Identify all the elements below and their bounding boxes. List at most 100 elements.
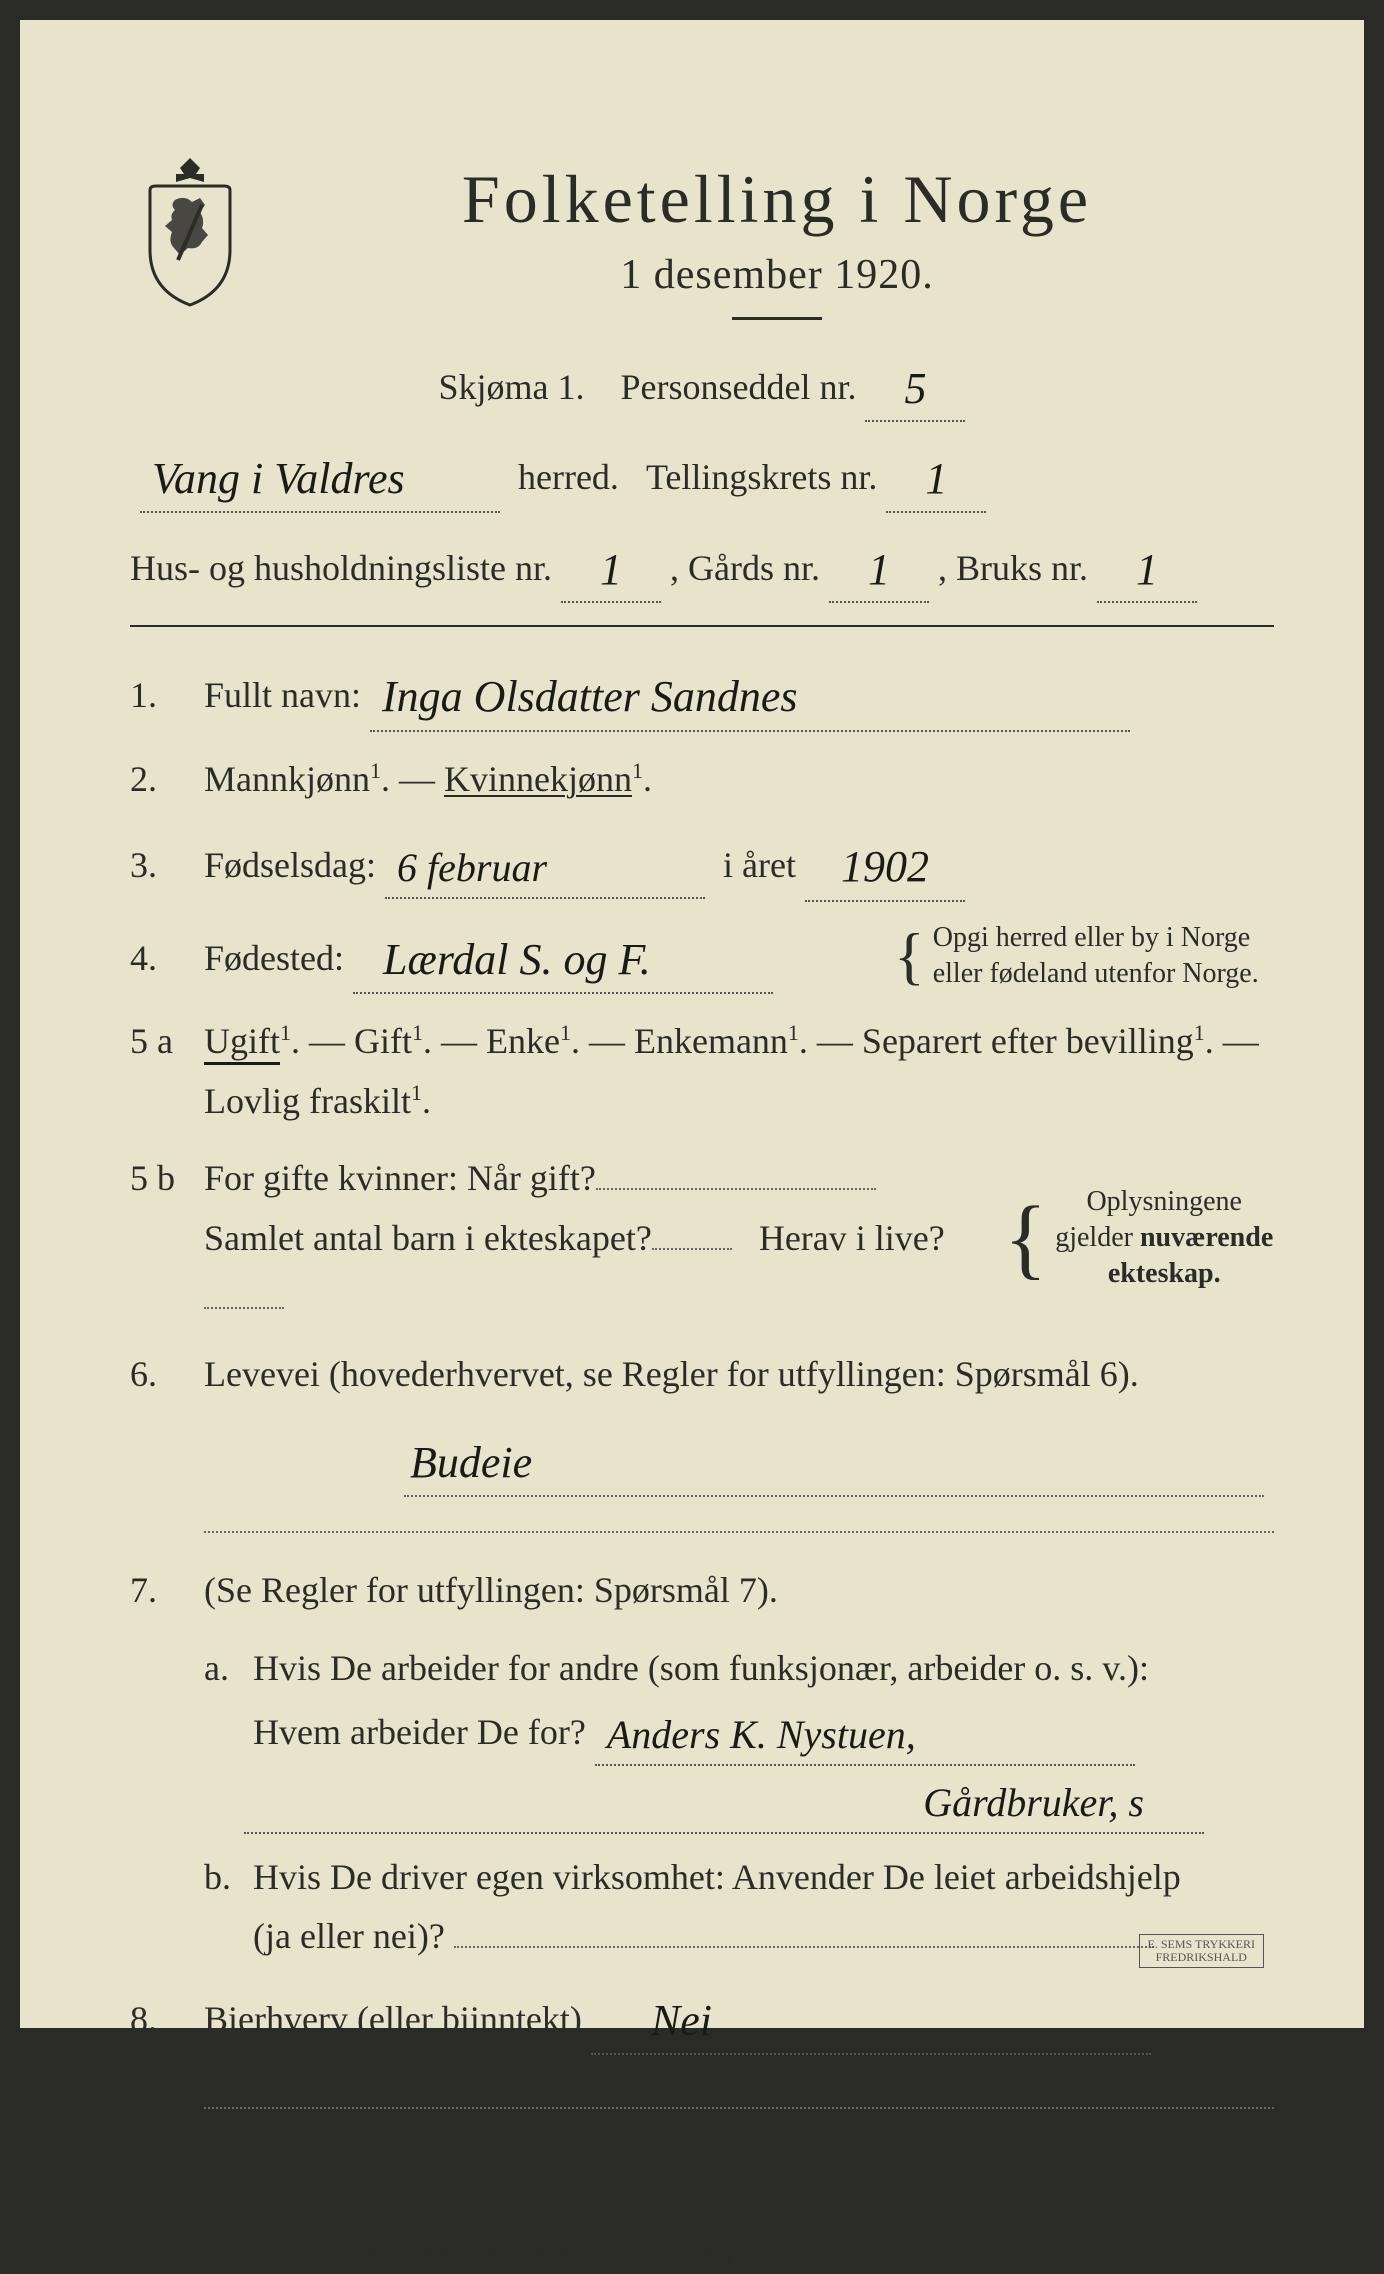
q5a-opt-3: Enkemann — [634, 1021, 788, 1061]
q1-label: Fullt navn: — [204, 675, 361, 715]
q4-field: Lærdal S. og F. — [353, 920, 773, 995]
q8-blank-line — [204, 2073, 1274, 2109]
q4: 4. Fødested: Lærdal S. og F. { Opgi herr… — [130, 920, 1274, 995]
personseddel-nr: 5 — [865, 350, 965, 422]
skjema-label: Skjøma 1. — [439, 367, 585, 407]
q4-num: 4. — [130, 929, 204, 988]
meta-block: Skjøma 1. Personseddel nr. 5 Vang i Vald… — [130, 350, 1274, 603]
meta-line-3: Hus- og husholdningsliste nr. 1 , Gårds … — [130, 531, 1274, 603]
q2-num: 2. — [130, 750, 204, 809]
gaards-nr: 1 — [829, 531, 929, 603]
q5b-body: For gifte kvinner: Når gift? Samlet anta… — [204, 1149, 1274, 1327]
brace-icon-1: { — [894, 927, 925, 985]
q6-num: 6. — [130, 1345, 204, 1404]
q2-suffix: . — [643, 759, 652, 799]
q6-field: Budeie — [404, 1423, 1264, 1498]
q5b-note-text: Oplysningene gjelder nuværende ekteskap. — [1055, 1184, 1273, 1293]
sup-1: 1 — [370, 758, 381, 783]
footnote-2-prefix: 1 — [130, 2231, 141, 2256]
q5a-num: 5 a — [130, 1012, 204, 1071]
q6-body: Levevei (hovederhvervet, se Regler for u… — [204, 1345, 1274, 1404]
q3-num: 3. — [130, 836, 204, 895]
q8: 8. Bierhverv (eller biinntekt) Nei — [130, 1981, 1274, 2056]
personseddel-label: Personseddel nr. — [621, 367, 857, 407]
meta-line-1: Skjøma 1. Personseddel nr. 5 — [130, 350, 1274, 422]
q3-year: 1902 — [805, 827, 965, 902]
title-rule — [732, 317, 822, 320]
q5a-opt-1: Gift — [354, 1021, 412, 1061]
q3: 3. Fødselsdag: 6 februar i året 1902 — [130, 827, 1274, 902]
q5a-body: Ugift1. — Gift1. — Enke1. — Enkemann1. —… — [204, 1012, 1274, 1131]
herred-value: Vang i Valdres — [140, 440, 500, 512]
q4-label: Fødested: — [204, 938, 344, 978]
q3-mid: i året — [723, 845, 796, 885]
q8-num: 8. — [130, 1990, 204, 2049]
q5b-num: 5 b — [130, 1149, 204, 1208]
q4-note-text: Opgi herred eller by i Norge eller fødel… — [933, 920, 1259, 993]
q3-label: Fødselsdag: — [204, 845, 376, 885]
main-title: Folketelling i Norge — [280, 160, 1274, 239]
footnote-2: 1 Her kan svares ved tydelig understrekn… — [130, 2226, 1274, 2274]
q3-daymonth: 6 februar — [385, 831, 705, 899]
tellingskrets-nr: 1 — [886, 440, 986, 512]
q7b-field — [454, 1946, 1154, 1948]
q4-body: Fødested: Lærdal S. og F. { Opgi herred … — [204, 920, 1274, 995]
header: Folketelling i Norge 1 desember 1920. — [130, 150, 1274, 320]
q7a: a. Hvis De arbeider for andre (som funks… — [204, 1639, 1274, 1834]
q6-blank-line — [204, 1497, 1274, 1533]
q5a-opt-0: Ugift — [204, 1021, 280, 1065]
q5a-tail: Lovlig fraskilt — [204, 1081, 411, 1121]
q5b-note: { Oplysningene gjelder nuværende ekteska… — [1004, 1184, 1274, 1293]
q7b-line2: (ja eller nei)? — [253, 1916, 445, 1956]
q7a-line2: Hvem arbeider De for? — [253, 1712, 586, 1752]
q7a-field2: Gårdbruker, s — [244, 1766, 1204, 1834]
q5b-line1: For gifte kvinner: Når gift? — [204, 1158, 596, 1198]
coat-of-arms-icon — [130, 150, 250, 310]
footnote-1: Har man ingen biinntekt av nogen betydni… — [204, 2133, 1274, 2173]
q5a-opt-4: Separert efter bevilling — [862, 1021, 1194, 1061]
q6-value-row: Budeie — [204, 1423, 1274, 1498]
q7-intro: (Se Regler for utfyllingen: Spørsmål 7). — [204, 1561, 1274, 1620]
q2: 2. Mannkjønn1. — Kvinnekjønn1. — [130, 750, 1274, 809]
q5b-field1 — [596, 1188, 876, 1190]
separator-1 — [130, 625, 1274, 627]
q1: 1. Fullt navn: Inga Olsdatter Sandnes — [130, 657, 1274, 732]
q4-left: Fødested: Lærdal S. og F. — [204, 920, 884, 995]
census-form-page: Folketelling i Norge 1 desember 1920. Sk… — [20, 20, 1364, 2028]
gaards-label: , Gårds nr. — [670, 548, 820, 588]
q7a-label: a. — [204, 1639, 244, 1698]
q2-opt-a: Mannkjønn — [204, 759, 370, 799]
bruks-label: , Bruks nr. — [938, 548, 1088, 588]
subtitle: 1 desember 1920. — [280, 251, 1274, 299]
q5b-field2 — [652, 1248, 732, 1250]
q7b-line1: Hvis De driver egen virksomhet: Anvender… — [253, 1857, 1181, 1897]
q7: 7. (Se Regler for utfyllingen: Spørsmål … — [130, 1561, 1274, 1620]
bruks-nr: 1 — [1097, 531, 1197, 603]
q6: 6. Levevei (hovederhvervet, se Regler fo… — [130, 1345, 1274, 1404]
q1-field: Inga Olsdatter Sandnes — [370, 657, 1130, 732]
q7a-field1: Anders K. Nystuen, — [595, 1698, 1135, 1766]
q5b: 5 b For gifte kvinner: Når gift? Samlet … — [130, 1149, 1274, 1327]
q2-body: Mannkjønn1. — Kvinnekjønn1. — [204, 750, 1274, 809]
q8-field: Nei — [591, 1981, 1151, 2056]
footnote-separator — [130, 2201, 410, 2202]
q8-label: Bierhverv (eller biinntekt) — [204, 1999, 582, 2039]
q1-num: 1. — [130, 666, 204, 725]
q5b-line2b: Herav i live? — [759, 1218, 945, 1258]
title-block: Folketelling i Norge 1 desember 1920. — [280, 150, 1274, 320]
q7-num: 7. — [130, 1561, 204, 1620]
q5b-left: For gifte kvinner: Når gift? Samlet anta… — [204, 1149, 996, 1327]
husliste-label: Hus- og husholdningsliste nr. — [130, 548, 552, 588]
tellingskrets-label: Tellingskrets nr. — [646, 457, 877, 497]
meta-line-2: Vang i Valdres herred. Tellingskrets nr.… — [130, 440, 1274, 512]
q5a-opt-2: Enke — [486, 1021, 560, 1061]
printer-stamp: E. SEMS TRYKKERI FREDRIKSHALD — [1139, 1934, 1264, 1968]
q4-note: { Opgi herred eller by i Norge eller fød… — [894, 920, 1274, 993]
q7b: b. Hvis De driver egen virksomhet: Anven… — [204, 1848, 1274, 1967]
q3-body: Fødselsdag: 6 februar i året 1902 — [204, 827, 1274, 902]
q5b-line2a: Samlet antal barn i ekteskapet? — [204, 1218, 652, 1258]
q1-body: Fullt navn: Inga Olsdatter Sandnes — [204, 657, 1274, 732]
herred-label: herred. — [518, 457, 619, 497]
q6-label: Levevei (hovederhvervet, se Regler for u… — [204, 1354, 1139, 1394]
q2-dash: . — — [381, 759, 444, 799]
